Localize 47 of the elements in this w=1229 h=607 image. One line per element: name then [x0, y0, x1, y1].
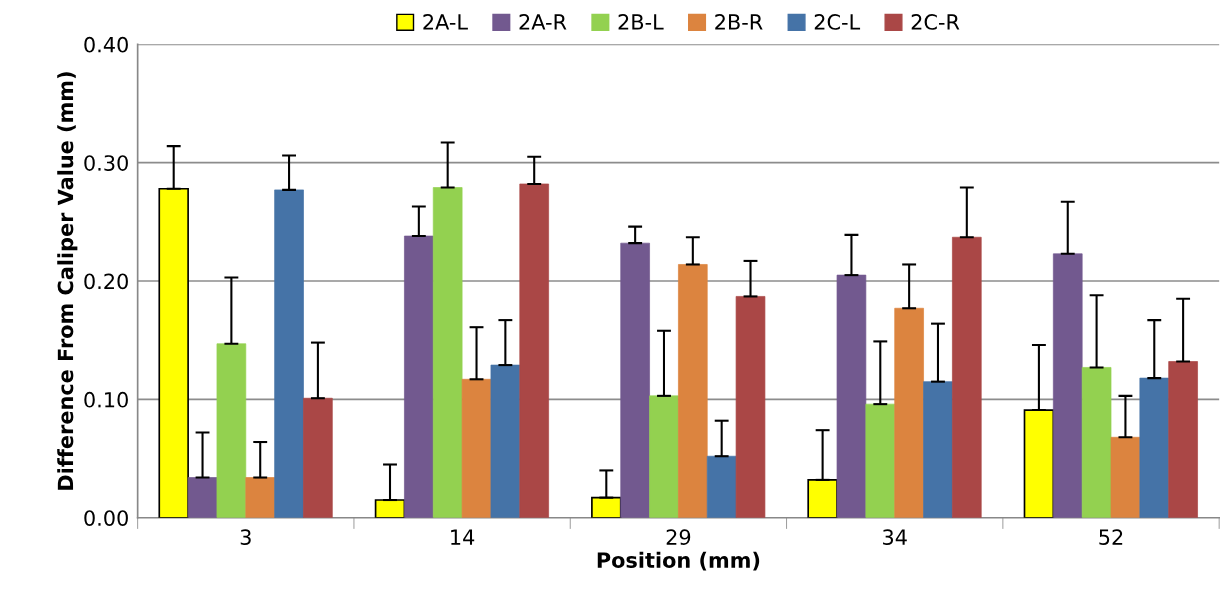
bar: [1081, 367, 1112, 518]
bar: [216, 343, 247, 518]
bar: [591, 496, 622, 518]
bar: [649, 395, 679, 518]
legend-label: 2B-R: [715, 14, 763, 30]
bar: [274, 189, 304, 518]
bar: [1139, 377, 1170, 518]
legend-label: 2A-R: [519, 14, 567, 30]
bar: [807, 479, 838, 518]
x-tick-label: 3: [240, 529, 251, 546]
x-tick-label: 14: [451, 529, 475, 545]
y-tick-label: 0.10: [84, 391, 128, 408]
x-tick-label: 29: [666, 529, 691, 546]
y-tick-label: 0.00: [84, 510, 128, 526]
bar: [303, 397, 333, 518]
bar: [1110, 436, 1141, 518]
bar: [519, 183, 549, 518]
x-axis-title: Position (mm): [597, 551, 760, 571]
bar: [187, 477, 218, 518]
legend-label: 2C-R: [911, 14, 960, 30]
bar: [1023, 409, 1055, 518]
bar: [432, 187, 463, 518]
bar: [894, 307, 924, 518]
y-tick-label: 0.40: [84, 36, 128, 53]
bar: [952, 236, 982, 518]
x-tick-label: 34: [883, 529, 907, 546]
bar: [404, 235, 434, 518]
x-tick-label: 52: [1099, 529, 1123, 546]
legend-label: 2A-L: [423, 14, 468, 30]
bar: [706, 455, 737, 518]
legend-label: 2C-L: [814, 14, 861, 30]
bar: [461, 378, 492, 518]
bar: [865, 403, 896, 518]
bar: [158, 187, 189, 518]
bar: [490, 364, 521, 518]
bar: [735, 296, 766, 518]
bar: [620, 242, 650, 518]
y-tick-label: 0.30: [84, 155, 128, 171]
y-axis-title: Difference From Caliper Value (mm): [57, 72, 78, 490]
bar: [678, 264, 708, 518]
y-tick-label: 0.20: [84, 273, 128, 290]
bar: [1168, 361, 1198, 518]
bar: [1052, 253, 1083, 518]
bar: [836, 274, 867, 518]
bar: [923, 381, 953, 518]
legend-label: 2B-L: [618, 14, 664, 30]
bar: [245, 477, 275, 518]
